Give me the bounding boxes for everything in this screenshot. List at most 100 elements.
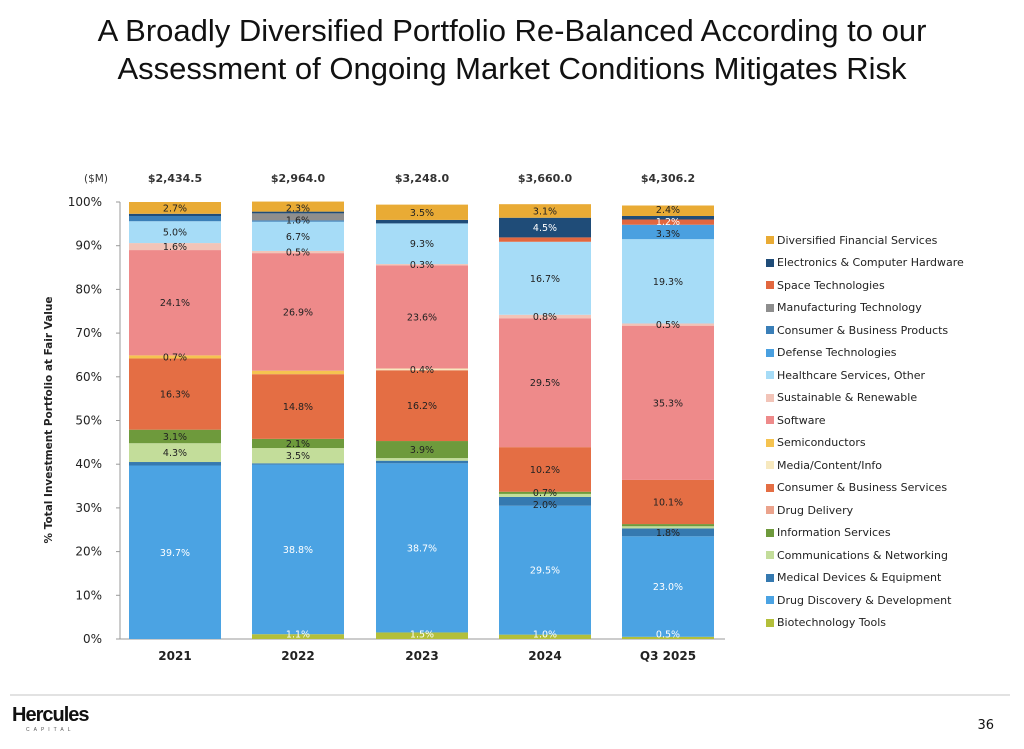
y-axis-title: % Total Investment Portfolio at Fair Val… bbox=[43, 297, 55, 544]
data-label: 9.3% bbox=[410, 239, 434, 250]
title-line-2: Assessment of Ongoing Market Conditions … bbox=[117, 51, 907, 86]
legend-label: Drug Delivery bbox=[777, 503, 854, 517]
legend-item: Consumer & Business Products bbox=[766, 319, 964, 342]
logo-wordmark: Hercules bbox=[12, 704, 89, 726]
legend-item: Medical Devices & Equipment bbox=[766, 567, 964, 590]
data-label: 1.6% bbox=[163, 242, 187, 253]
bar-segment bbox=[129, 465, 221, 639]
legend-swatch bbox=[766, 416, 774, 425]
legend-item: Electronics & Computer Hardware bbox=[766, 252, 964, 275]
legend-item: Biotechnology Tools bbox=[766, 612, 964, 635]
data-label: 1.5% bbox=[410, 630, 434, 641]
bar-segment bbox=[129, 462, 221, 466]
legend-label: Space Technologies bbox=[777, 278, 885, 292]
bar-segment bbox=[129, 221, 221, 244]
x-tick-label: 2021 bbox=[158, 649, 191, 663]
data-label: 1.0% bbox=[533, 630, 557, 641]
legend-label: Communications & Networking bbox=[777, 548, 948, 562]
legend-swatch bbox=[766, 371, 774, 380]
bar-segment bbox=[622, 636, 714, 639]
data-label: 16.3% bbox=[160, 390, 190, 401]
data-label: 38.8% bbox=[283, 545, 313, 556]
hercules-logo: Hercules CAPITAL bbox=[12, 704, 89, 734]
legend-item: Consumer & Business Services bbox=[766, 477, 964, 500]
data-label: 2.4% bbox=[656, 205, 680, 216]
bar-segment bbox=[499, 204, 591, 218]
bar-segment bbox=[252, 370, 344, 375]
bar-segment bbox=[129, 202, 221, 214]
legend-label: Semiconductors bbox=[777, 436, 866, 450]
bar-segment bbox=[129, 358, 221, 430]
bar-total-label: $3,660.0 bbox=[518, 172, 573, 185]
bar-segment bbox=[129, 213, 221, 216]
y-tick-label: 90% bbox=[75, 239, 102, 253]
bar-segment bbox=[622, 325, 714, 480]
bar-segment bbox=[129, 250, 221, 356]
data-label: 0.4% bbox=[410, 365, 434, 376]
legend-swatch bbox=[766, 483, 774, 492]
page-number: 36 bbox=[977, 718, 994, 733]
bar-segment bbox=[252, 220, 344, 222]
data-label: 0.7% bbox=[163, 352, 187, 363]
bar-segment bbox=[622, 205, 714, 216]
bar-segment bbox=[499, 634, 591, 639]
y-tick-label: 30% bbox=[75, 501, 102, 515]
bar-segment bbox=[376, 265, 468, 369]
legend-label: Electronics & Computer Hardware bbox=[777, 256, 964, 270]
data-label: 1.6% bbox=[286, 216, 310, 227]
bar-segment bbox=[376, 204, 468, 220]
data-label: 35.3% bbox=[653, 398, 683, 409]
legend-item: Healthcare Services, Other bbox=[766, 364, 964, 387]
data-label: 4.5% bbox=[533, 223, 557, 234]
title-line-1: A Broadly Diversified Portfolio Re-Balan… bbox=[97, 13, 927, 48]
legend-item: Diversified Financial Services bbox=[766, 229, 964, 252]
data-label: 1.8% bbox=[656, 528, 680, 539]
bar-segment bbox=[499, 491, 591, 494]
bar-segment bbox=[622, 224, 714, 240]
data-label: 2.0% bbox=[533, 500, 557, 511]
bar-segment bbox=[376, 632, 468, 639]
legend-label: Consumer & Business Products bbox=[777, 323, 949, 337]
bar-segment bbox=[622, 479, 714, 525]
bar-segment bbox=[376, 368, 468, 371]
bar-segment bbox=[252, 464, 344, 635]
legend-label: Media/Content/Info bbox=[777, 458, 883, 472]
legend-swatch bbox=[766, 551, 774, 560]
legend-swatch bbox=[766, 258, 774, 267]
legend-item: Information Services bbox=[766, 522, 964, 545]
bar-segment bbox=[376, 264, 468, 266]
chart-legend: Diversified Financial Services Electronic… bbox=[766, 229, 964, 634]
bar-segment bbox=[129, 215, 221, 222]
bar-segment bbox=[376, 219, 468, 224]
data-label: 0.5% bbox=[286, 248, 310, 259]
data-label: 3.5% bbox=[410, 208, 434, 219]
bar-segment bbox=[499, 447, 591, 492]
bar-segment bbox=[376, 223, 468, 265]
bar-segment bbox=[252, 201, 344, 212]
legend-label: Biotechnology Tools bbox=[777, 616, 887, 630]
totals-unit: ($M) bbox=[84, 173, 108, 185]
legend-item: Sustainable & Renewable bbox=[766, 387, 964, 410]
legend-label: Information Services bbox=[777, 526, 891, 540]
bar-segment bbox=[376, 460, 468, 464]
bar-segment bbox=[252, 463, 344, 465]
footer-divider bbox=[10, 694, 1010, 696]
legend-swatch bbox=[766, 393, 774, 402]
y-tick-label: 80% bbox=[75, 282, 102, 296]
data-label: 4.3% bbox=[163, 448, 187, 459]
bar-segment bbox=[622, 219, 714, 225]
legend-swatch bbox=[766, 596, 774, 605]
legend-label: Defense Technologies bbox=[777, 346, 897, 360]
data-label: 26.9% bbox=[283, 307, 313, 318]
legend-item: Software bbox=[766, 409, 964, 432]
bar-segment bbox=[129, 243, 221, 251]
data-label: 3.1% bbox=[533, 206, 557, 217]
bar-total-label: $4,306.2 bbox=[641, 172, 695, 185]
bar-segment bbox=[622, 524, 714, 527]
legend-item: Drug Delivery bbox=[766, 499, 964, 522]
data-label: 16.2% bbox=[407, 401, 437, 412]
y-tick-label: 50% bbox=[75, 414, 102, 428]
legend-swatch bbox=[766, 348, 774, 357]
legend-label: Drug Discovery & Development bbox=[777, 593, 952, 607]
legend-swatch bbox=[766, 506, 774, 515]
